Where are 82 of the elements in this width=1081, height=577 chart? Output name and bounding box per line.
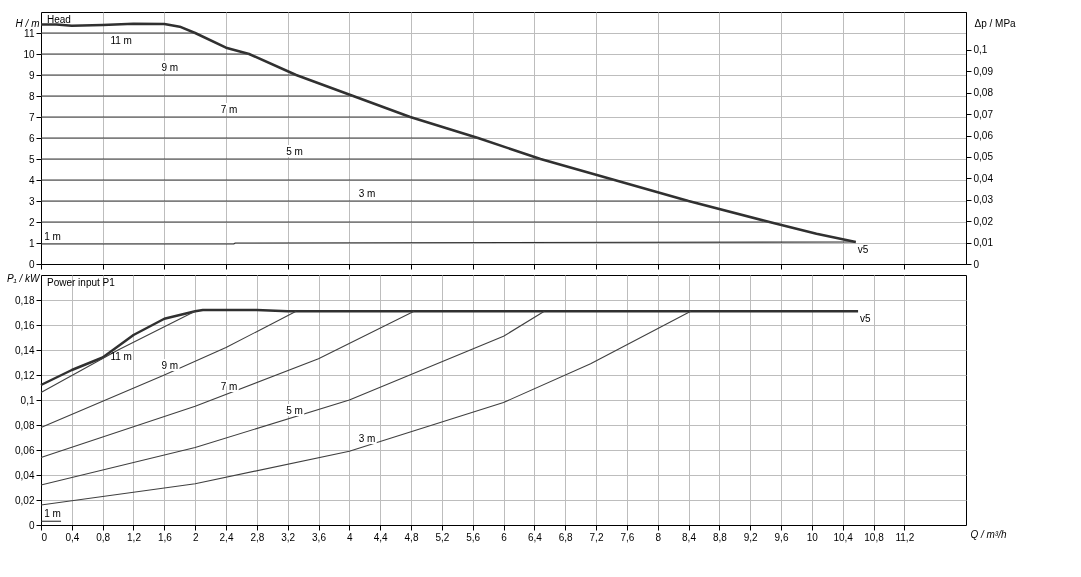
y2-tick-label: 0,02 xyxy=(973,215,994,227)
x-tick-label: 8,4 xyxy=(682,531,697,543)
y-tick-label: 0,16 xyxy=(15,319,35,331)
x-tick-label: 9,6 xyxy=(774,531,789,543)
y2-tick-label: 0,04 xyxy=(973,172,994,184)
x-tick-label: 2,8 xyxy=(250,531,265,543)
y-tick-label: 6 xyxy=(28,132,35,144)
x-tick-label: 10,8 xyxy=(864,531,885,543)
y-tick-label: 11 xyxy=(24,27,35,39)
y-tick-label: 9 xyxy=(28,69,35,81)
annotation: 5 m xyxy=(286,146,303,157)
y-tick-label: 7 xyxy=(28,111,35,123)
y-axis-title: H / m xyxy=(15,17,40,29)
y2-tick-label: 0 xyxy=(973,258,980,270)
annotation: 11 m xyxy=(110,350,132,362)
x-tick-label: 6,8 xyxy=(558,531,574,543)
y2-tick-label: 0,08 xyxy=(973,87,994,99)
y-tick-label: 5 xyxy=(28,153,35,165)
y-tick-label: 0,08 xyxy=(15,419,35,431)
y2-tick-label: 0,01 xyxy=(973,237,994,249)
annotation: 1 m xyxy=(44,508,61,520)
y-tick-label: 0,18 xyxy=(15,294,35,306)
x-tick-label: 6 xyxy=(501,531,508,543)
x-tick-label: 3,6 xyxy=(312,531,327,543)
y-tick-label: 0 xyxy=(28,258,35,270)
x-tick-label: 5,6 xyxy=(466,531,481,543)
annotation: 7 m xyxy=(220,380,238,392)
annotation: 3 m xyxy=(358,433,376,445)
x-tick-label: 2,4 xyxy=(219,531,234,543)
annotation: 11 m xyxy=(110,35,132,46)
y2-tick-label: 0,07 xyxy=(973,108,994,120)
annotation: Power input P1 xyxy=(47,277,116,288)
y-tick-label: 0,06 xyxy=(15,444,35,456)
annotation: 3 m xyxy=(358,188,376,199)
annotation: v5 xyxy=(860,313,872,325)
y-tick-label: 0,14 xyxy=(15,344,35,356)
x-tick-label: 5,2 xyxy=(435,531,450,543)
x-tick-label: 0 xyxy=(41,531,48,543)
x-tick-label: 7,6 xyxy=(620,531,635,543)
x-tick-label: 7,2 xyxy=(589,531,604,543)
y2-tick-label: 0,06 xyxy=(973,130,994,142)
y-tick-label: 3 xyxy=(28,195,35,207)
annotation: v5 xyxy=(857,243,869,255)
x-tick-label: 10,4 xyxy=(833,531,854,543)
x-tick-label: 4,4 xyxy=(373,531,389,543)
x-axis-title: Q / m³/h xyxy=(970,528,1007,540)
annotation: 9 m xyxy=(161,359,179,371)
annotation: 1 m xyxy=(44,231,61,243)
x-tick-label: 0,8 xyxy=(96,531,111,543)
y-tick-label: 0,02 xyxy=(15,494,35,506)
y2-axis-title: Δp / MPa xyxy=(974,17,1017,29)
x-tick-label: 6,4 xyxy=(527,531,543,543)
x-tick-label: 4 xyxy=(347,531,354,543)
x-tick-label: 8 xyxy=(655,531,662,543)
x-tick-label: 2 xyxy=(192,531,199,543)
x-tick-label: 8,8 xyxy=(712,531,728,543)
y2-tick-label: 0,03 xyxy=(973,194,994,206)
y-tick-label: 10 xyxy=(23,48,35,60)
y-axis-title: P₁ / kW xyxy=(6,272,42,284)
x-tick-label: 4,8 xyxy=(404,531,419,543)
y-tick-label: 0,04 xyxy=(15,469,35,481)
y-tick-label: 2 xyxy=(28,216,35,228)
y-tick-label: 0 xyxy=(28,519,35,531)
x-tick-label: 1,6 xyxy=(157,531,173,543)
x-tick-label: 9,2 xyxy=(743,531,759,543)
annotation: 5 m xyxy=(286,404,303,416)
annotation: Head xyxy=(47,14,71,25)
y-tick-label: 8 xyxy=(28,90,35,102)
x-tick-label: 3,2 xyxy=(281,531,296,543)
y2-tick-label: 0,05 xyxy=(973,151,994,163)
y-tick-label: 4 xyxy=(28,174,35,186)
x-tick-label: 0,4 xyxy=(65,531,80,543)
y2-tick-label: 0,09 xyxy=(973,65,994,77)
y2-tick-label: 0,1 xyxy=(973,44,988,56)
y-tick-label: 0,1 xyxy=(20,394,35,406)
y-tick-label: 0,12 xyxy=(15,369,35,381)
y-tick-label: 1 xyxy=(28,237,35,249)
x-tick-label: 11,2 xyxy=(895,531,915,543)
annotation: 7 m xyxy=(220,104,238,115)
x-tick-label: 1,2 xyxy=(127,531,142,543)
annotation: 9 m xyxy=(161,62,179,73)
x-tick-label: 10 xyxy=(806,531,819,543)
